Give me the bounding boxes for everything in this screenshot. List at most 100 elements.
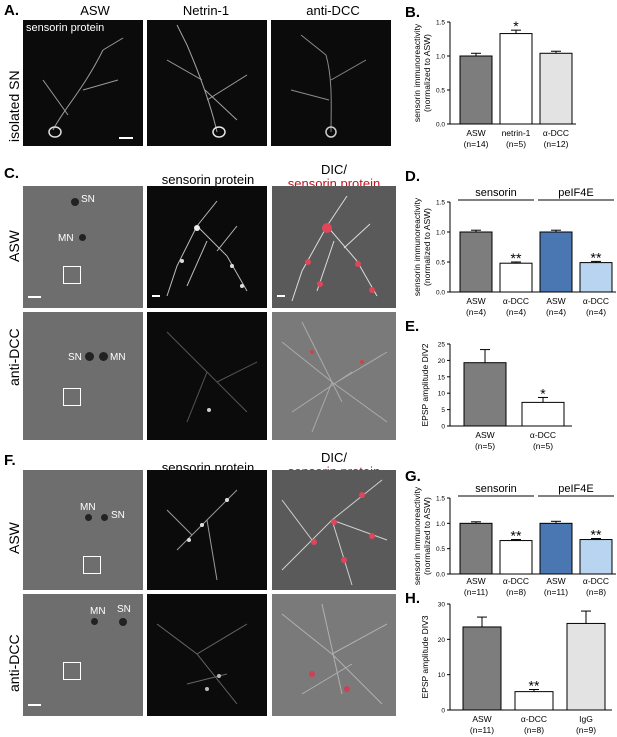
cell-label-sn: SN: [117, 604, 131, 615]
bar-3: [579, 539, 613, 575]
bar-2: [539, 522, 573, 575]
category-label: α-DCC: [521, 714, 547, 724]
col-title-dic: DIC/: [321, 450, 347, 465]
n-label: (n=12): [544, 139, 569, 149]
panel-label-e: E.: [405, 318, 420, 335]
chart-g: 0.0 0.5 1.0 1.5 sensorin immunoreactivity (no…: [412, 483, 616, 597]
cell-label-mn: MN: [110, 352, 126, 363]
n-label: (n=9): [576, 725, 596, 735]
category-label: ASW: [466, 576, 485, 586]
category-label: ASW: [475, 430, 494, 440]
bar-3: [579, 262, 613, 293]
category-label: ASW: [546, 296, 565, 306]
bar-2: [539, 52, 573, 125]
y-tick-label: 25: [438, 342, 446, 349]
micrograph-a-asw: sensorin protein: [23, 20, 143, 146]
category-label: α-DCC: [503, 296, 529, 306]
y-tick-label: 10: [438, 672, 446, 679]
n-label: (n=11): [544, 587, 568, 597]
col-title-asw: ASW: [80, 3, 110, 18]
cell-body-mn: [79, 234, 86, 241]
bar-2: [539, 231, 573, 293]
bar-1: [514, 691, 554, 711]
y-axis-label: sensorin immunoreactivity: [412, 23, 422, 122]
category-label: α-DCC: [503, 576, 529, 586]
significance-marker: **: [591, 249, 602, 265]
y-tick-label: 0.5: [436, 260, 445, 267]
y-tick-label: 0.0: [436, 290, 445, 297]
micrograph-f-merge-asw: [272, 470, 396, 590]
panel-label-h: H.: [405, 590, 420, 607]
y-tick-label: 1.0: [436, 230, 445, 237]
y-tick-label: 15: [438, 374, 446, 381]
y-tick-label: 30: [438, 602, 446, 609]
y-axis-label: (normalized to ASW): [422, 34, 432, 112]
micrograph-c-dic-anti-dcc: SN MN: [23, 312, 143, 440]
n-label: (n=5): [506, 139, 526, 149]
bar-1: [499, 262, 533, 293]
bar-0: [459, 231, 493, 293]
cell-label-mn: MN: [80, 502, 96, 513]
micrograph-f-sensorin-anti-dcc: [147, 594, 267, 716]
category-label: α-DCC: [583, 296, 609, 306]
n-label: (n=5): [533, 441, 553, 451]
panel-label-c: C.: [4, 165, 19, 182]
neuron-trace: [42, 37, 133, 139]
cell-body-mn: [99, 352, 108, 361]
cell-label-mn: MN: [58, 233, 74, 244]
y-tick-label: 10: [438, 391, 446, 398]
micrograph-c-sensorin-asw: [147, 186, 267, 308]
bar-1: [499, 33, 533, 125]
y-tick-label: 1.5: [436, 496, 445, 503]
n-label: (n=11): [470, 725, 494, 735]
group-label: sensorin: [475, 187, 517, 199]
panel-label-b: B.: [405, 4, 420, 21]
y-axis-label: sensorin immunoreactivity: [412, 486, 422, 585]
micrograph-c-dic-asw: SN MN: [23, 186, 143, 308]
col-title-anti-dcc: anti-DCC: [306, 3, 360, 18]
y-axis-label: EPSP amplitude DIV2: [420, 343, 430, 426]
panel-label-a: A.: [4, 2, 19, 19]
scale-bar: [28, 296, 41, 298]
category-label: α-DCC: [543, 128, 569, 138]
y-tick-label: 0.5: [436, 88, 445, 95]
bar-0: [463, 362, 507, 427]
n-label: (n=8): [506, 587, 526, 597]
category-label: ASW: [546, 576, 565, 586]
row-label-asw: ASW: [6, 230, 22, 262]
category-label: netrin-1: [502, 128, 531, 138]
bar-1: [521, 401, 565, 427]
bar-1: [499, 540, 533, 575]
n-label: (n=8): [524, 725, 544, 735]
y-tick-label: 0.0: [436, 122, 445, 129]
cell-label-sn: SN: [81, 194, 95, 205]
roi-box: [63, 388, 81, 406]
panel-label-g: G.: [405, 468, 421, 485]
micrograph-c-sensorin-anti-dcc: [147, 312, 267, 440]
significance-marker: **: [591, 527, 602, 543]
category-label: ASW: [472, 714, 491, 724]
n-label: (n=4): [466, 307, 486, 317]
y-axis-label: EPSP amplitude DIV3: [420, 615, 430, 698]
cell-body-sn: [101, 514, 108, 521]
cell-label-sn: SN: [111, 510, 125, 521]
micrograph-f-sensorin-asw: [147, 470, 267, 590]
y-axis-label: sensorin immunoreactivity: [412, 197, 422, 296]
significance-marker: **: [529, 678, 540, 694]
chart-d: 0.0 0.5 1.0 1.5 sensorin immunoreactivity (no…: [412, 187, 616, 317]
bar-0: [459, 522, 493, 575]
y-axis-label: (normalized to ASW): [422, 208, 432, 286]
chart-b: 0.0 0.5 1.0 1.5 sensorin immunoreactivity (no…: [412, 18, 576, 149]
cell-body-mn: [85, 514, 92, 521]
micrograph-a-netrin: [147, 20, 267, 146]
n-label: (n=5): [475, 441, 495, 451]
row-label-isolated-sn: isolated SN: [6, 70, 22, 142]
bar-0: [459, 55, 493, 125]
n-label: (n=11): [464, 587, 488, 597]
cell-body-mn: [91, 618, 98, 625]
significance-marker: **: [511, 250, 522, 266]
bar-0: [462, 626, 502, 711]
significance-marker: *: [513, 18, 519, 34]
scale-bar: [28, 704, 41, 706]
